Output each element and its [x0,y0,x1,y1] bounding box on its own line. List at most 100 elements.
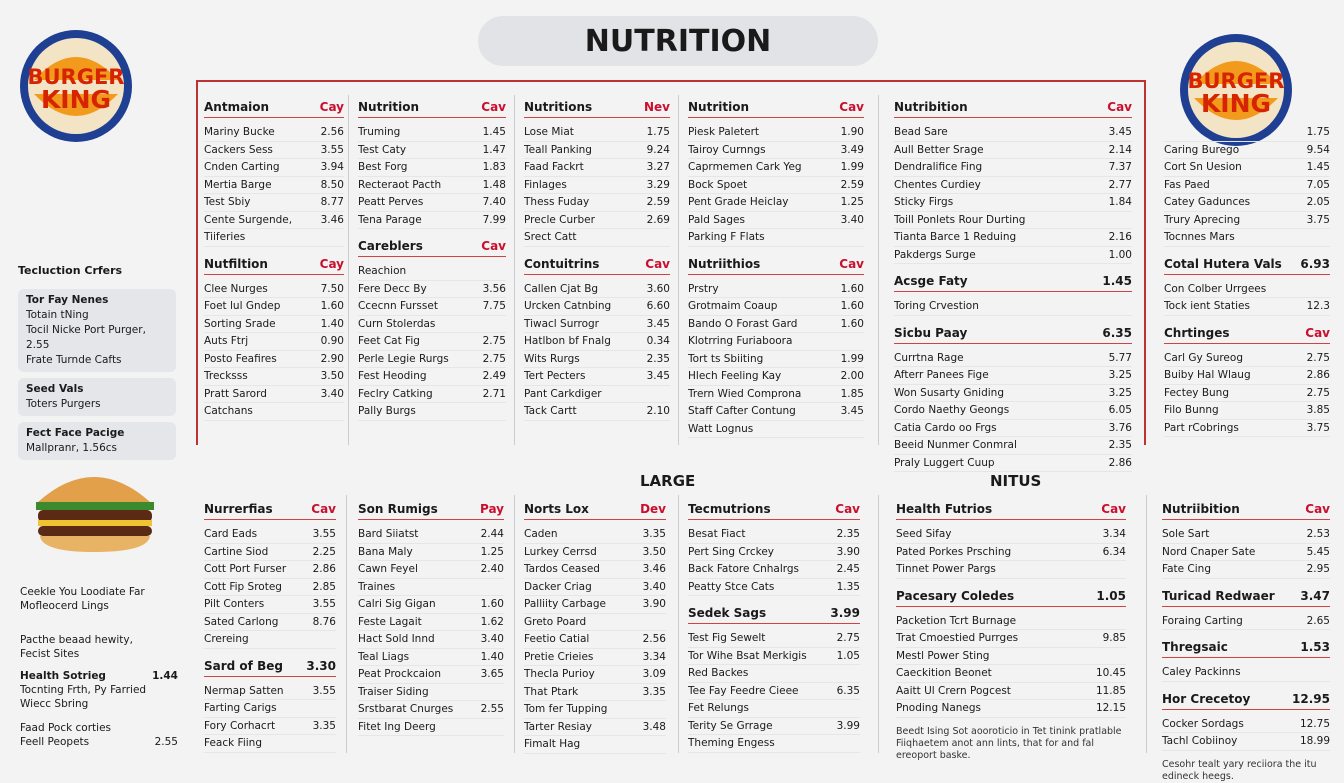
unit-label: Cav [1305,325,1330,340]
item-name: Cawn Feyel [358,563,418,575]
menu-item: Seed Sifay 3.34 [896,526,1126,544]
heading-value: 12.95 [1292,691,1330,706]
item-name: Test Sbiy [204,196,251,208]
item-value: 1.60 [840,282,864,295]
item-name: Pratt Sarord [204,387,267,400]
section-heading: Contuitrins Cav [524,257,670,275]
item-value: 3.29 [646,178,670,191]
menu-item: Caden 3.35 [524,526,666,544]
menu-panel: Tecmutrions Cav Besat Fiact 2.35 Pert Sing C… [688,502,860,753]
menu-item: Pilt Conters 3.55 [204,596,336,614]
section-heading: Careblers Cav [358,239,506,257]
unit-label: Cay [319,100,344,114]
item-name: Reachion [358,265,407,277]
item-value: 1.35 [836,580,860,593]
heading-text: Health Futrios [896,502,993,516]
menu-item: Recteraot Pacth 1.48 [358,177,506,194]
menu-item: Srect Catt [524,229,670,247]
menu-item: Palliity Carbage 3.90 [524,596,666,614]
menu-item: Con Colber Urrgees [1164,281,1330,298]
unit-label: Cav [839,256,864,271]
note-block: Ceekle You Loodiate Far Mofleocerd Lings [20,585,178,613]
menu-item: Perle Legie Rurgs 2.75 [358,351,506,368]
item-name: Won Susarty Gniding [894,386,1005,399]
menu-item: Theming Engess [688,735,860,753]
item-value: 2.71 [482,387,506,400]
menu-item: Tom fer Tupping [524,701,666,719]
menu-item: Tert Pecters 3.45 [524,368,670,386]
item-value: 3.76 [1108,421,1132,434]
menu-item: Tinnet Power Pargs [896,561,1126,579]
menu-item: Dacker Criag 3.40 [524,579,666,596]
item-value: 10.45 [1095,667,1126,679]
item-value: 1.25 [840,196,864,208]
item-value: 3.55 [312,528,336,540]
note-line: Wiecc Sbring [20,698,89,710]
menu-item: Tianta Barce 1 Reduing 2.16 [894,229,1132,247]
item-value: 2.40 [480,563,504,575]
item-name: Bard Siiatst [358,528,419,540]
item-value: 2.59 [840,178,864,191]
menu-item: Sated Carlong 8.76 [204,614,336,631]
item-value: 3.34 [642,650,666,663]
item-value: 3.75 [1306,213,1330,226]
item-value: 3.56 [482,282,506,295]
note-block: Pacthe beaad hewity, Fecist Sites [20,633,178,661]
menu-item: Traines [358,579,504,596]
menu-item: Terity Se Grrage 3.99 [688,718,860,735]
item-name: Trat Cmoestied Purrges [896,632,1019,644]
menu-item: Filo Bunng 3.85 [1164,402,1330,420]
menu-item: Pated Porkes Prsching 6.34 [896,544,1126,561]
item-value: 2.25 [312,545,336,558]
menu-item: Sorting Srade 1.40 [204,316,344,333]
section-heading: Nutritions Nev [524,100,670,118]
menu-item: Aull Better Srage 2.14 [894,142,1132,159]
item-name: Pally Burgs [358,405,416,417]
item-value: 7.40 [482,196,506,208]
menu-panel: Nurrerfias Cav Card Eads 3.55 Cartine Siod 2.… [204,502,336,753]
item-name: Red Backes [688,667,749,679]
menu-item: Traiser Siding [358,684,504,701]
item-name: Srstbarat Cnurges [358,703,454,715]
item-name: Pated Porkes Prsching [896,545,1012,558]
item-name: Card Eads [204,528,258,540]
item-name: Tack Cartt [524,405,577,417]
menu-item: Tardos Ceased 3.46 [524,561,666,579]
item-name: Praly Luggert Cuup [894,456,995,469]
item-value: 3.40 [320,387,344,400]
item-name: Caprmemen Cark Yeg [688,161,802,173]
info-box: Seed Vals Toters Purgers [18,378,176,416]
menu-item: Won Susarty Gniding 3.25 [894,385,1132,402]
item-value: 3.48 [642,720,666,733]
item-name: Toring Crvestion [894,300,979,312]
menu-item: Toill Ponlets Rour Durting [894,212,1132,229]
menu-item: Cott Fip Sroteg 2.85 [204,579,336,596]
menu-item: Auts Ftrj 0.90 [204,333,344,351]
menu-item: Nermap Satten 3.55 [204,683,336,700]
item-name: Pilt Conters [204,598,265,610]
item-name: Traines [358,580,396,593]
footnote: Beedt Ising Sot aooroticio in Tet tinink… [896,725,1122,761]
item-name: Sole Sart [1162,528,1210,540]
menu-item: Piesk Paletert 1.90 [688,124,864,142]
item-value: 1.25 [480,545,504,558]
item-name: Teall Panking [524,143,592,156]
item-value: 3.35 [642,685,666,698]
menu-item: Hlech Feeling Kay 2.00 [688,368,864,386]
menu-item: Cort Sn Uesion 1.45 [1164,159,1330,177]
item-name: Peat Prockcaion [358,668,442,680]
menu-panel: Nutribition Cav Bead Sare 3.45 Aull Better S… [894,100,1132,472]
item-value: 2.56 [642,633,666,645]
menu-item: Hatlbon bf Fnalg 0.34 [524,333,670,351]
menu-item: Wits Rurgs 2.35 [524,351,670,368]
heading-text: Antmaion [204,100,270,114]
note-line: Mofleocerd Lings [20,600,109,612]
item-name: Con Colber Urrgees [1164,282,1267,295]
logo-text: KING [1201,89,1271,118]
unit-label: Cav [481,239,506,253]
item-name: Mertia Barge [204,178,272,191]
item-name: Truming [358,126,401,138]
item-name: Dendralifice Fing [894,161,983,173]
menu-item: Caring Burego 9.54 [1164,142,1330,159]
item-name: Cnden Carting [204,161,280,173]
